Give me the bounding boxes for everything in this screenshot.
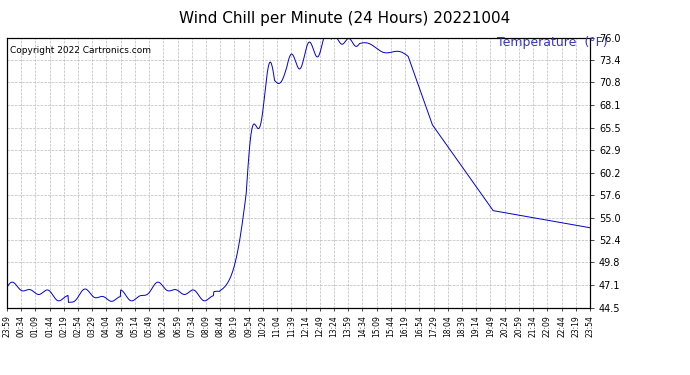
- Text: Temperature  (°F): Temperature (°F): [497, 36, 607, 49]
- Text: Copyright 2022 Cartronics.com: Copyright 2022 Cartronics.com: [10, 46, 151, 55]
- Text: Wind Chill per Minute (24 Hours) 20221004: Wind Chill per Minute (24 Hours) 2022100…: [179, 11, 511, 26]
